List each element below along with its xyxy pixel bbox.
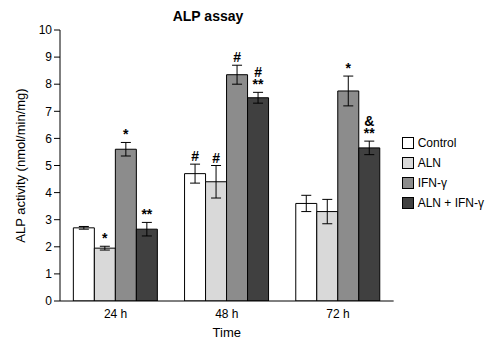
svg-text:#: # xyxy=(191,148,199,164)
html-text:ALN: ALN xyxy=(417,155,441,170)
svg-text:Time: Time xyxy=(213,325,241,340)
svg-text:7: 7 xyxy=(45,105,52,119)
svg-text:48 h: 48 h xyxy=(215,307,238,321)
svg-text:#: # xyxy=(212,150,220,166)
svg-text:6: 6 xyxy=(45,132,52,146)
svg-text:&: & xyxy=(364,113,374,129)
svg-text:1: 1 xyxy=(45,267,52,281)
svg-text:4: 4 xyxy=(45,186,52,200)
svg-text:#: # xyxy=(233,49,241,65)
svg-text:0: 0 xyxy=(45,294,52,308)
html-text:IFN-γ: IFN-γ xyxy=(417,175,447,190)
svg-text:10: 10 xyxy=(39,23,53,37)
svg-text:#: # xyxy=(254,64,262,80)
svg-text:5: 5 xyxy=(45,159,52,173)
svg-text:*: * xyxy=(346,60,352,76)
html-text:ALP assay: ALP assay xyxy=(172,8,244,24)
html-text:ALN + IFN-γ: ALN + IFN-γ xyxy=(417,195,484,210)
svg-text:24 h: 24 h xyxy=(104,307,127,321)
svg-text:ALP activity (nmol/min/mg): ALP activity (nmol/min/mg) xyxy=(13,88,28,242)
html-text:Control: Control xyxy=(417,135,457,150)
svg-text:2: 2 xyxy=(45,240,52,254)
svg-text:*: * xyxy=(102,230,108,246)
svg-text:**: ** xyxy=(141,206,152,222)
svg-text:9: 9 xyxy=(45,50,52,64)
svg-text:8: 8 xyxy=(45,77,52,91)
svg-text:*: * xyxy=(123,126,129,142)
svg-text:72 h: 72 h xyxy=(326,307,349,321)
svg-text:3: 3 xyxy=(45,213,52,227)
